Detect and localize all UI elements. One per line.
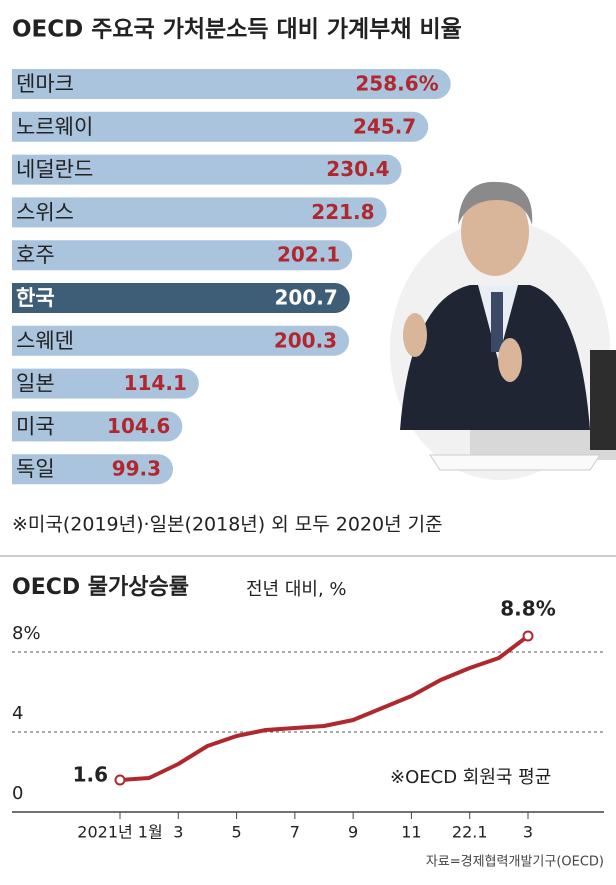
photo [390,181,616,480]
bar [12,325,350,356]
x-tick-label: 9 [348,823,358,842]
bar [12,154,402,185]
data-label: 8.8% [500,597,555,621]
value-label: 258.6% [355,72,438,96]
y-tick-label: 0 [12,783,23,804]
category-label: 독일 [16,457,55,481]
note: ※미국(2019년)·일본(2018년) 외 모두 2020년 기준 [12,514,443,536]
y-tick-label: 4 [12,703,23,724]
point [114,774,126,786]
bar [12,69,451,99]
bar [12,283,350,313]
value-label: 221.8 [311,200,374,224]
x-tick-label: 2021년 1월 [77,823,162,842]
category-label: 덴마크 [16,72,74,96]
chart-subtitle: 전년 대비, % [246,579,347,600]
bar [12,197,387,228]
x-tick-label: 11 [401,823,421,842]
category-label: 한국 [16,286,55,310]
x-tick-label: 3 [523,823,533,842]
category-label: 네덜란드 [16,158,93,182]
bar [12,368,199,399]
chart-title: OECD 물가상승률 [12,575,189,600]
category-label: 미국 [16,414,55,438]
value-label: 200.7 [275,286,338,310]
bar [12,454,174,485]
bar [12,111,429,142]
value-label: 230.4 [326,157,389,181]
value-label: 104.6 [107,414,170,438]
bar [12,240,353,271]
y-tick-label: 8% [12,623,41,644]
category-label: 스위스 [16,200,74,224]
value-label: 114.1 [124,371,187,395]
value-label: 202.1 [277,243,340,267]
category-label: 호주 [16,243,55,267]
data-label: 1.6 [73,763,108,787]
x-tick-label: 3 [173,823,183,842]
bar [12,411,183,442]
value-label: 99.3 [112,457,161,481]
point [522,630,534,642]
category-label: 스웨덴 [16,329,74,353]
category-label: 노르웨이 [16,115,93,139]
value-label: 200.3 [274,328,337,352]
value-label: 245.7 [353,114,416,138]
chart-title: OECD 주요국 가처분소득 대비 가계부채 비율 [12,17,462,43]
x-tick-label: 22.1 [452,823,488,842]
line [119,634,530,782]
source: 자료=경제협력개발기구(OECD) [426,855,604,870]
annotation: ※OECD 회원국 평균 [390,767,551,788]
category-label: 일본 [16,372,55,396]
x-tick-label: 7 [290,823,300,842]
x-tick-label: 5 [231,823,241,842]
